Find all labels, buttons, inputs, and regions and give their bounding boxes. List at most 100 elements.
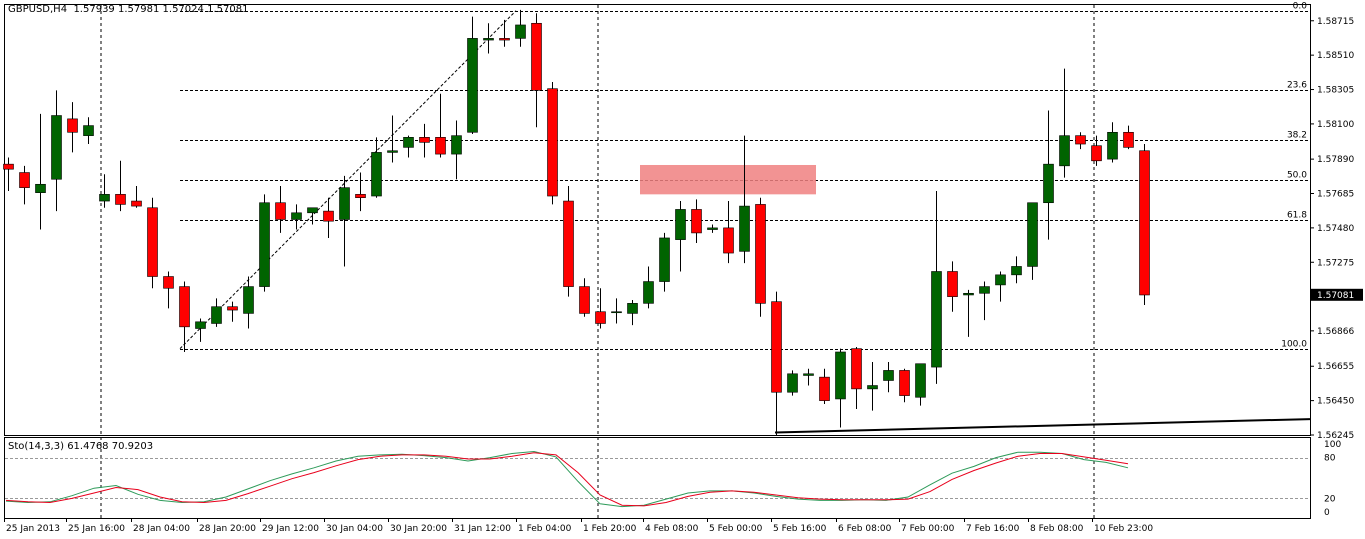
candle-body <box>195 321 206 329</box>
price-tick-label: 1.58305 <box>1317 86 1354 96</box>
candle <box>595 288 606 329</box>
candle <box>883 362 894 393</box>
candle <box>579 278 590 317</box>
time-tick-label: 7 Feb 00:00 <box>901 524 955 534</box>
time-tick-label: 30 Jan 20:00 <box>390 524 447 534</box>
candle <box>1107 122 1118 163</box>
chart-close: 1.57081 <box>207 4 249 15</box>
candle-body <box>51 115 62 180</box>
candle <box>723 201 734 264</box>
candle <box>979 281 990 321</box>
price-tick-label: 1.57480 <box>1317 224 1354 234</box>
candle-body <box>339 187 350 220</box>
candle <box>195 318 206 342</box>
candle-body <box>531 22 542 91</box>
candle-body <box>659 237 670 282</box>
candle-body <box>227 306 238 311</box>
candle <box>627 299 638 326</box>
candle <box>35 113 46 230</box>
candle-body <box>851 348 862 390</box>
price-tick-label: 1.57890 <box>1317 155 1354 165</box>
candle-body <box>467 38 478 133</box>
time-tick-label: 10 Feb 23:00 <box>1094 524 1153 534</box>
candle-body <box>403 137 414 148</box>
fibonacci-level-label: 50.0 <box>1287 171 1307 181</box>
candle <box>339 175 350 267</box>
candle-body <box>451 135 462 155</box>
candle-body <box>755 204 766 304</box>
candle-body <box>547 88 558 197</box>
candle-body <box>883 370 894 381</box>
current-price-label: 1.57081 <box>1317 291 1354 301</box>
candle-body <box>211 306 222 324</box>
candle-body <box>931 271 942 368</box>
time-tick-label: 29 Jan 12:00 <box>262 524 319 534</box>
candle-body <box>1027 202 1038 267</box>
candle-body <box>1139 150 1150 296</box>
time-tick-label: 1 Feb 04:00 <box>518 524 572 534</box>
candle-body <box>739 205 750 252</box>
candle <box>899 368 910 403</box>
time-tick-label: 5 Feb 16:00 <box>773 524 827 534</box>
candle-body <box>1075 135 1086 145</box>
candle <box>1027 202 1038 280</box>
candle-body <box>291 212 302 220</box>
candle-body <box>99 194 110 202</box>
candle-body <box>115 194 126 205</box>
price-tick-label: 1.56450 <box>1317 397 1354 407</box>
candle-body <box>1059 135 1070 167</box>
candle <box>771 291 782 436</box>
candle <box>67 102 78 153</box>
highlight-zone <box>640 164 816 195</box>
fibonacci-level-label: 100.0 <box>1281 340 1307 350</box>
candle-body <box>963 292 974 296</box>
candle <box>531 13 542 128</box>
stochastic-tick-label: 20 <box>1324 494 1336 504</box>
candle <box>867 362 878 411</box>
candle-body <box>3 163 14 170</box>
price-tick-label: 1.57685 <box>1317 190 1354 200</box>
stochastic-signal-value: 70.9203 <box>111 441 154 452</box>
candle <box>227 301 238 322</box>
candle <box>99 174 110 208</box>
candle-body <box>387 150 398 153</box>
candle-body <box>307 207 318 214</box>
candle-body <box>787 373 798 393</box>
candle-body <box>899 370 910 396</box>
candle <box>787 370 798 396</box>
time-axis: 25 Jan 2013 25 Jan 16:00 28 Jan 04:00 28 Ja… <box>4 518 1153 534</box>
time-tick-label: 28 Jan 04:00 <box>133 524 190 534</box>
candle <box>179 281 190 352</box>
candle-body <box>1123 131 1134 148</box>
candle-body <box>163 276 174 289</box>
candle <box>131 185 142 208</box>
price-tick-label: 1.57275 <box>1317 258 1354 268</box>
trend-line <box>774 418 1311 434</box>
time-tick-label: 4 Feb 08:00 <box>645 524 699 534</box>
candle-body <box>355 194 366 198</box>
candle-body <box>723 227 734 254</box>
candle <box>499 19 510 47</box>
candle-body <box>371 152 382 197</box>
stochastic-pane-frame <box>4 437 1311 519</box>
fibonacci-diagonal <box>179 10 517 349</box>
chart-open: 1.57939 <box>73 4 115 15</box>
candle-body <box>707 227 718 230</box>
candle-body <box>1043 163 1054 204</box>
candle <box>675 201 686 272</box>
candle <box>659 232 670 292</box>
candle <box>355 172 366 212</box>
candle <box>547 81 558 205</box>
candle-body <box>995 274 1006 286</box>
candle <box>307 207 318 225</box>
candle-body <box>595 311 606 324</box>
main-pane-frame <box>4 4 1311 436</box>
time-tick-label: 5 Feb 00:00 <box>709 524 763 534</box>
candle <box>451 120 462 180</box>
candle-body <box>691 209 702 234</box>
fibonacci-level-label: 23.6 <box>1287 81 1307 91</box>
time-tick-label: 25 Jan 16:00 <box>68 524 125 534</box>
candle <box>403 135 414 158</box>
fibonacci-level-label: 0.0 <box>1293 2 1308 12</box>
